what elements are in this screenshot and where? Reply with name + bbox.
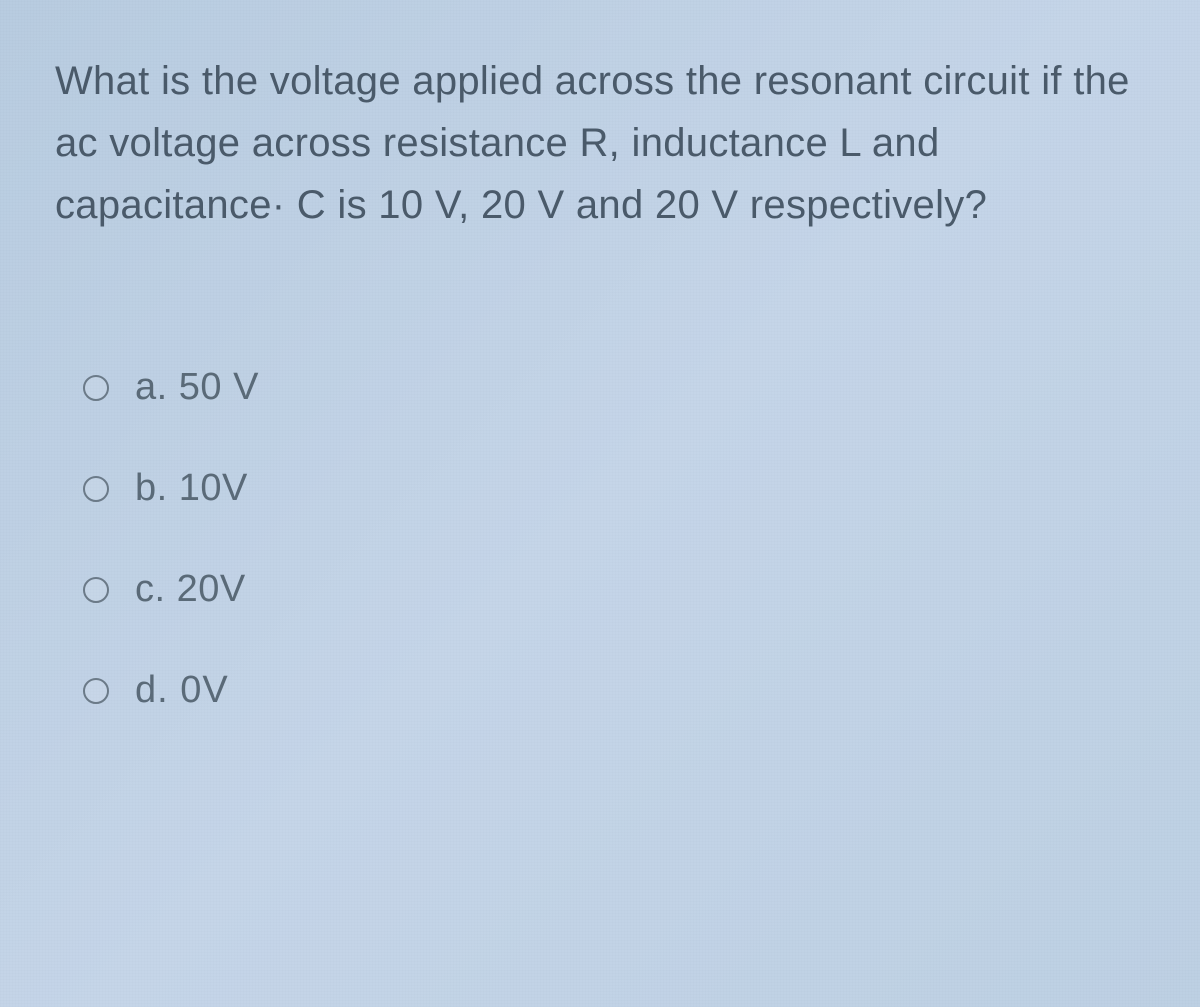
option-value: 0V [180, 669, 228, 711]
option-value: 10V [179, 467, 248, 509]
radio-icon[interactable] [83, 678, 109, 704]
option-letter: a. [135, 366, 168, 408]
option-value: 50 V [179, 366, 259, 408]
quiz-question-container: What is the voltage applied across the r… [55, 50, 1145, 712]
option-a[interactable]: a. 50 V [83, 366, 1145, 409]
options-list: a. 50 V b. 10V c. 20V d. 0V [55, 366, 1145, 712]
option-label-a: a. 50 V [135, 366, 259, 409]
option-label-c: c. 20V [135, 568, 246, 611]
option-d[interactable]: d. 0V [83, 669, 1145, 712]
question-text: What is the voltage applied across the r… [55, 50, 1145, 236]
option-value: 20V [177, 568, 246, 610]
option-c[interactable]: c. 20V [83, 568, 1145, 611]
option-letter: c. [135, 568, 166, 610]
option-letter: b. [135, 467, 168, 509]
option-letter: d. [135, 669, 169, 711]
option-label-d: d. 0V [135, 669, 229, 712]
radio-icon[interactable] [83, 476, 109, 502]
option-b[interactable]: b. 10V [83, 467, 1145, 510]
radio-icon[interactable] [83, 577, 109, 603]
radio-icon[interactable] [83, 375, 109, 401]
option-label-b: b. 10V [135, 467, 248, 510]
